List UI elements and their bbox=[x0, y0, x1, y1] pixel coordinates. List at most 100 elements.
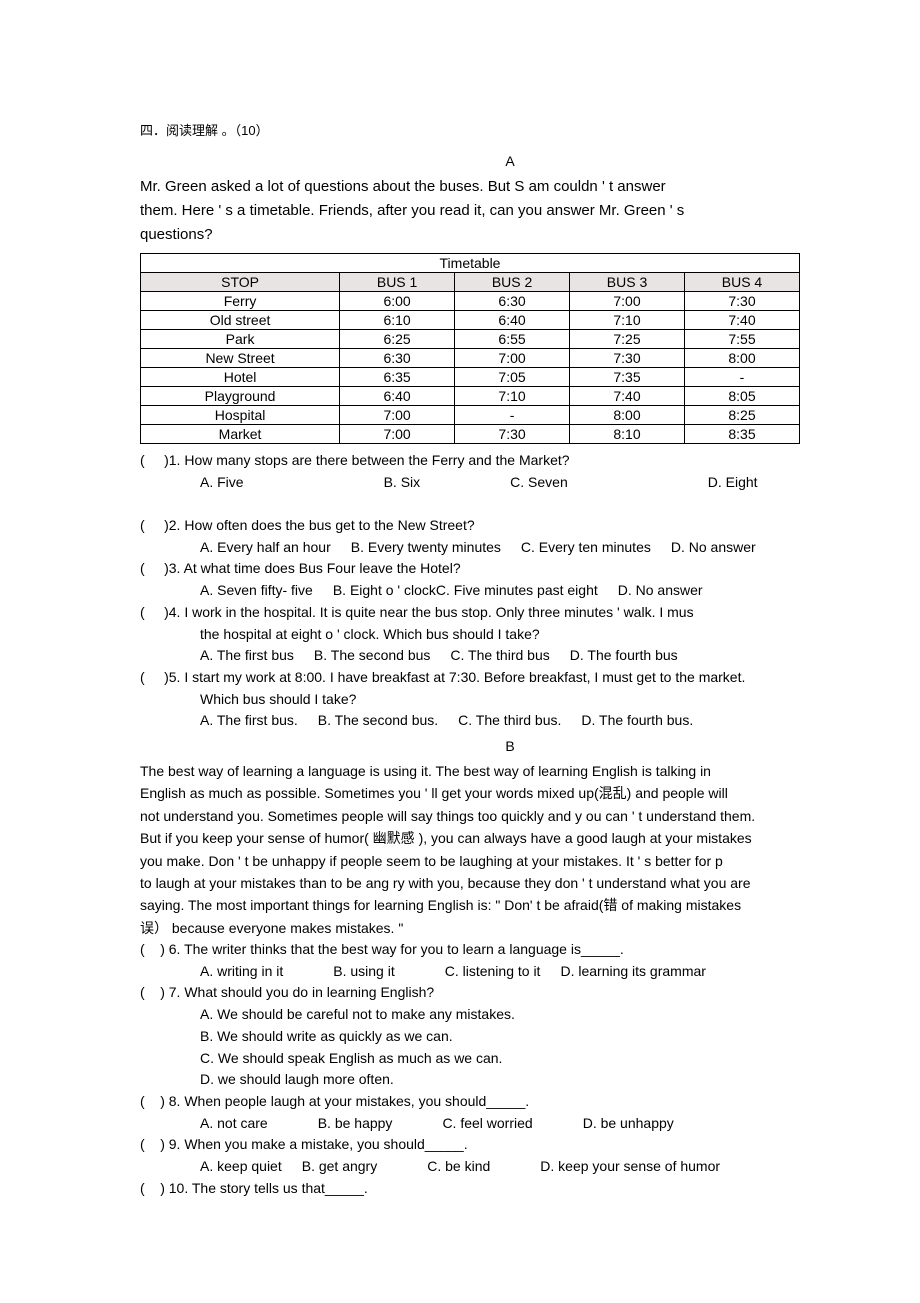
passage-line: English as much as possible. Sometimes y… bbox=[140, 782, 880, 804]
col-header: BUS 4 bbox=[684, 273, 799, 292]
table-cell: 6:00 bbox=[340, 292, 455, 311]
table-row: Old street6:106:407:107:40 bbox=[141, 311, 800, 330]
table-cell: Market bbox=[141, 425, 340, 444]
table-row: Ferry6:006:307:007:30 bbox=[141, 292, 800, 311]
table-cell: 7:40 bbox=[684, 311, 799, 330]
table-cell: 8:25 bbox=[684, 406, 799, 425]
option: B. Eight o ' clock bbox=[333, 580, 436, 602]
option: A. The first bus. bbox=[200, 710, 298, 732]
passage-line: But if you keep your sense of humor( 幽默感… bbox=[140, 827, 880, 849]
question-stem: ( )1. How many stops are there between t… bbox=[140, 450, 880, 472]
passage-line: The best way of learning a language is u… bbox=[140, 760, 880, 782]
passage-b-label: B bbox=[140, 738, 880, 754]
table-cell: Hotel bbox=[141, 368, 340, 387]
option: B. We should write as quickly as we can. bbox=[140, 1026, 880, 1048]
table-cell: Ferry bbox=[141, 292, 340, 311]
table-cell: 7:00 bbox=[340, 406, 455, 425]
table-header-row: STOP BUS 1 BUS 2 BUS 3 BUS 4 bbox=[141, 273, 800, 292]
table-cell: 8:35 bbox=[684, 425, 799, 444]
passage-a-questions: ( )1. How many stops are there between t… bbox=[140, 450, 880, 732]
table-row: Hotel6:357:057:35- bbox=[141, 368, 800, 387]
option: A. keep quiet bbox=[200, 1156, 282, 1178]
question-options: A. not care B. be happy C. feel worried D. … bbox=[140, 1113, 880, 1135]
section-title: 四．阅读理解 。（10） bbox=[140, 120, 880, 139]
passage-b-questions: ( ) 6. The writer thinks that the best w… bbox=[140, 939, 880, 1199]
table-cell: 8:10 bbox=[570, 425, 685, 444]
option: B. The second bus bbox=[314, 645, 430, 667]
question-stem-cont: the hospital at eight o ' clock. Which b… bbox=[140, 624, 880, 646]
col-header: BUS 3 bbox=[570, 273, 685, 292]
table-row: Playground6:407:107:408:05 bbox=[141, 387, 800, 406]
option: D. keep your sense of humor bbox=[540, 1156, 720, 1178]
passage-line: 误） because everyone makes mistakes. " bbox=[140, 917, 880, 939]
option: A. The first bus bbox=[200, 645, 294, 667]
table-cell: 7:05 bbox=[455, 368, 570, 387]
question-stem-cont: Which bus should I take? bbox=[140, 689, 880, 711]
passage-a-intro: Mr. Green asked a lot of questions about… bbox=[140, 175, 880, 247]
option: B. Six bbox=[384, 472, 421, 494]
table-cell: Playground bbox=[141, 387, 340, 406]
question-stem: ( ) 10. The story tells us that_____. bbox=[140, 1178, 880, 1200]
table-cell: - bbox=[684, 368, 799, 387]
option: B. The second bus. bbox=[318, 710, 438, 732]
timetable: Timetable STOP BUS 1 BUS 2 BUS 3 BUS 4 F… bbox=[140, 253, 800, 444]
question-stem: ( )3. At what time does Bus Four leave t… bbox=[140, 558, 880, 580]
table-title: Timetable bbox=[141, 254, 800, 273]
option: D. we should laugh more often. bbox=[140, 1069, 880, 1091]
table-cell: 8:00 bbox=[570, 406, 685, 425]
option: C. Every ten minutes bbox=[521, 537, 651, 559]
table-cell: 7:30 bbox=[455, 425, 570, 444]
question-options: A. The first bus. B. The second bus. C. Th… bbox=[140, 710, 880, 732]
question-stem: ( )5. I start my work at 8:00. I have br… bbox=[140, 667, 880, 689]
table-cell: 7:35 bbox=[570, 368, 685, 387]
option: C. We should speak English as much as we… bbox=[140, 1048, 880, 1070]
option: D. learning its grammar bbox=[560, 961, 706, 983]
option: C. The third bus. bbox=[458, 710, 561, 732]
table-cell: 6:35 bbox=[340, 368, 455, 387]
option: C. feel worried bbox=[442, 1113, 532, 1135]
option: B. using it bbox=[333, 961, 394, 983]
table-cell: 7:30 bbox=[570, 349, 685, 368]
table-cell: 7:10 bbox=[455, 387, 570, 406]
passage-line: saying. The most important things for le… bbox=[140, 894, 880, 916]
option: A. We should be careful not to make any … bbox=[140, 1004, 880, 1026]
question-options: A. FiveB. SixC. SevenD. Eight bbox=[140, 472, 880, 515]
question-stem: ( )2. How often does the bus get to the … bbox=[140, 515, 880, 537]
question-stem: ( ) 6. The writer thinks that the best w… bbox=[140, 939, 880, 961]
intro-line: them. Here ' s a timetable. Friends, aft… bbox=[140, 199, 880, 223]
table-cell: 7:25 bbox=[570, 330, 685, 349]
question-options: A. Every half an hourB. Every twenty min… bbox=[140, 537, 880, 559]
question-stem: ( ) 7. What should you do in learning En… bbox=[140, 982, 880, 1004]
option: B. be happy bbox=[318, 1113, 393, 1135]
option: C. Five minutes past eight bbox=[436, 580, 598, 602]
table-cell: 6:30 bbox=[455, 292, 570, 311]
table-row: Park6:256:557:257:55 bbox=[141, 330, 800, 349]
question-options: A. keep quiet B. get angry C. be kind D. ke… bbox=[140, 1156, 880, 1178]
table-cell: New Street bbox=[141, 349, 340, 368]
table-cell: 8:00 bbox=[684, 349, 799, 368]
option: B. get angry bbox=[302, 1156, 378, 1178]
question-options: A. The first busB. The second busC. The … bbox=[140, 645, 880, 667]
question-options: A. writing in itB. using itC. listening … bbox=[140, 961, 880, 983]
col-header: BUS 2 bbox=[455, 273, 570, 292]
option: C. Seven bbox=[510, 472, 568, 494]
table-cell: 6:10 bbox=[340, 311, 455, 330]
option: D. Eight bbox=[708, 472, 758, 494]
option: A. Every half an hour bbox=[200, 537, 331, 559]
table-cell: 7:00 bbox=[570, 292, 685, 311]
table-cell: 7:30 bbox=[684, 292, 799, 311]
table-cell: Old street bbox=[141, 311, 340, 330]
question-options: A. Seven fifty- five B. Eight o ' clockC.… bbox=[140, 580, 880, 602]
question-stem: ( )4. I work in the hospital. It is quit… bbox=[140, 602, 880, 624]
option: C. be kind bbox=[427, 1156, 490, 1178]
option: A. Seven fifty- five bbox=[200, 580, 313, 602]
option: A. not care bbox=[200, 1113, 268, 1135]
option: D. be unhappy bbox=[583, 1113, 674, 1135]
option: D. The fourth bus. bbox=[581, 710, 693, 732]
option: D. No answer bbox=[618, 580, 703, 602]
table-row: New Street6:307:007:308:00 bbox=[141, 349, 800, 368]
intro-line: Mr. Green asked a lot of questions about… bbox=[140, 175, 880, 199]
table-cell: 6:55 bbox=[455, 330, 570, 349]
col-header: BUS 1 bbox=[340, 273, 455, 292]
table-cell: 7:00 bbox=[340, 425, 455, 444]
